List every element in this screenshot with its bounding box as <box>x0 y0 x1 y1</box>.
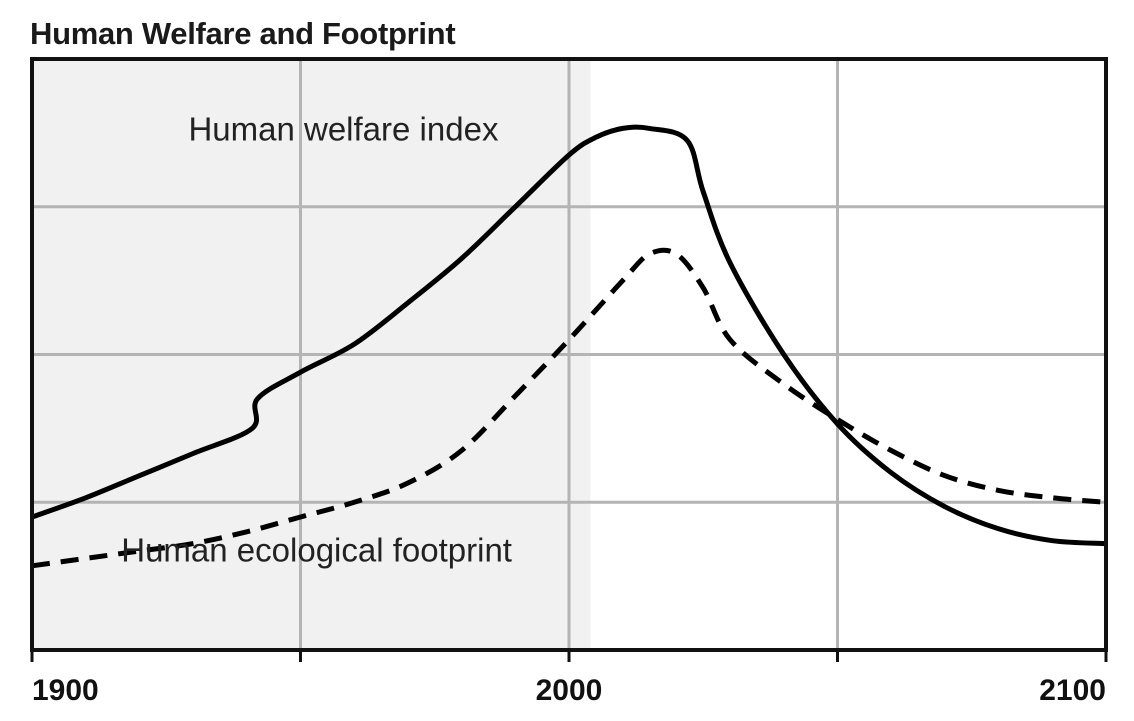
series-line-human-ecological-footprint <box>31 247 1107 569</box>
series-label-human-welfare-index: Human welfare index <box>188 110 498 147</box>
x-tick-label-2000: 2000 <box>536 674 603 707</box>
x-tick-label-1900: 1900 <box>32 674 99 707</box>
x-tick-label-2100: 2100 <box>1039 674 1106 707</box>
series-line-human-welfare-index <box>31 124 1107 547</box>
chart-title: Human Welfare and Footprint <box>30 16 456 51</box>
series-label-human-ecological-footprint: Human ecological footprint <box>121 531 512 568</box>
